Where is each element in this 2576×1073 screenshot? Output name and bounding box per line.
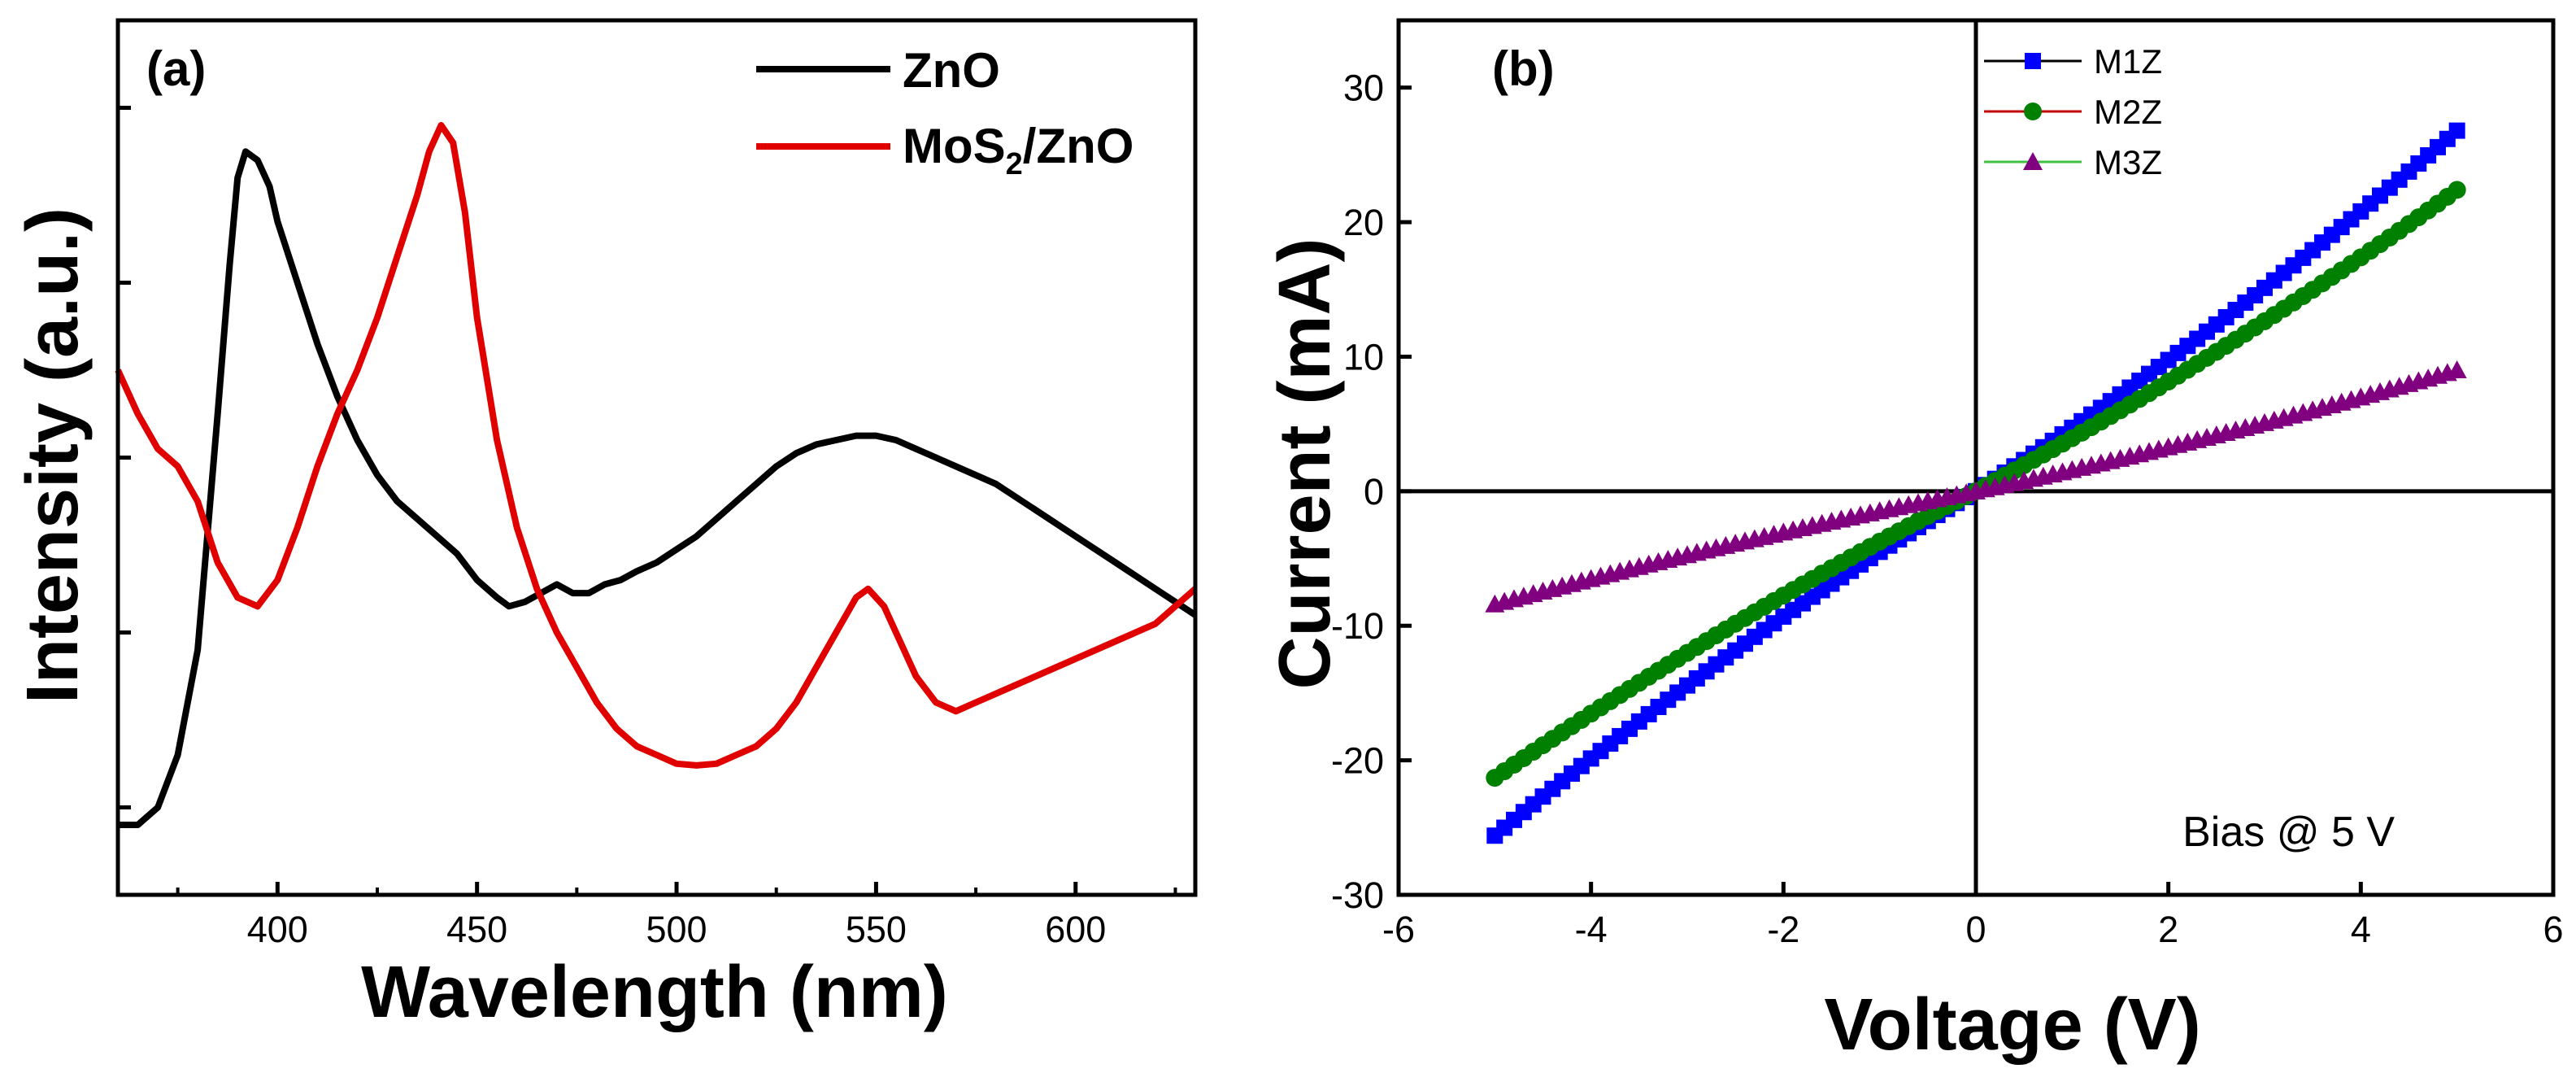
series-m1z-point [2448, 122, 2465, 139]
panel-b-ytick-label: 20 [1343, 202, 1384, 243]
panel-a-xtick-label: 450 [446, 909, 507, 950]
legend-label-mos2-zno: MoS2/ZnO [903, 119, 1134, 181]
series-m3z [1485, 360, 2467, 613]
panel-b-ytick-label: 0 [1364, 471, 1384, 513]
panel-a-legend: ZnO MoS2/ZnO [756, 43, 1134, 181]
panel-b-xtick-label: 6 [2543, 909, 2563, 950]
legend-label-m1z: M1Z [2094, 42, 2162, 81]
panel-a-xtick-label: 600 [1045, 909, 1106, 950]
panel-a-ylabel: Intensity (a.u.) [12, 207, 94, 704]
panel-a-spectrum: (a) Intensity (a.u.) Wavelength (nm) ZnO… [12, 18, 1198, 1033]
panel-b-xtick-label: -6 [1382, 909, 1415, 950]
panel-b-ylabel: Current (mA) [1264, 238, 1346, 690]
bias-annotation: Bias @ 5 V [2182, 809, 2395, 856]
legend-marker-m1z [2025, 53, 2041, 69]
panel-a-xtick-label: 500 [646, 909, 707, 950]
panel-b-xtick-label: 4 [2351, 909, 2371, 950]
series-m2z [1486, 181, 2466, 787]
series-m3z-point [2447, 360, 2467, 378]
panel-b-xtick-label: -4 [1575, 909, 1608, 950]
panel-b-iv: (b) Current (mA) Voltage (V) Bias @ 5 V … [1264, 18, 2564, 1066]
legend-label-zno: ZnO [903, 43, 1000, 98]
panel-b-xtick-label: -2 [1767, 909, 1799, 950]
panel-b-ytick-label: 10 [1343, 336, 1384, 377]
panel-b-xtick-label: 2 [2158, 909, 2178, 950]
legend-marker-m3z [2023, 152, 2043, 170]
panel-a-label: (a) [146, 41, 206, 96]
panel-b-frame [1396, 18, 2556, 897]
series-zno-line [118, 148, 1198, 828]
panel-b-ytick-label: 30 [1343, 68, 1384, 109]
panel-b-ytick-label: -10 [1331, 605, 1384, 647]
panel-a-frame [115, 18, 1198, 897]
panel-b-ytick-label: -30 [1331, 875, 1384, 916]
panel-a-xtick-label: 550 [846, 909, 907, 950]
legend-label-m3z: M3Z [2094, 143, 2162, 181]
panel-a-xtick-label: 400 [247, 909, 308, 950]
legend-label-m2z: M2Z [2094, 93, 2162, 131]
legend-marker-m2z [2024, 103, 2042, 120]
series-mos2-zno-line [115, 122, 1198, 769]
panel-a-xlabel: Wavelength (nm) [361, 952, 948, 1033]
panel-b-xtick-label: 0 [1965, 909, 1986, 950]
series-m2z-point [2448, 181, 2466, 199]
panel-b-ytick-label: -20 [1331, 740, 1384, 782]
panel-b-label: (b) [1492, 41, 1555, 96]
panel-b-xlabel: Voltage (V) [1824, 984, 2200, 1066]
